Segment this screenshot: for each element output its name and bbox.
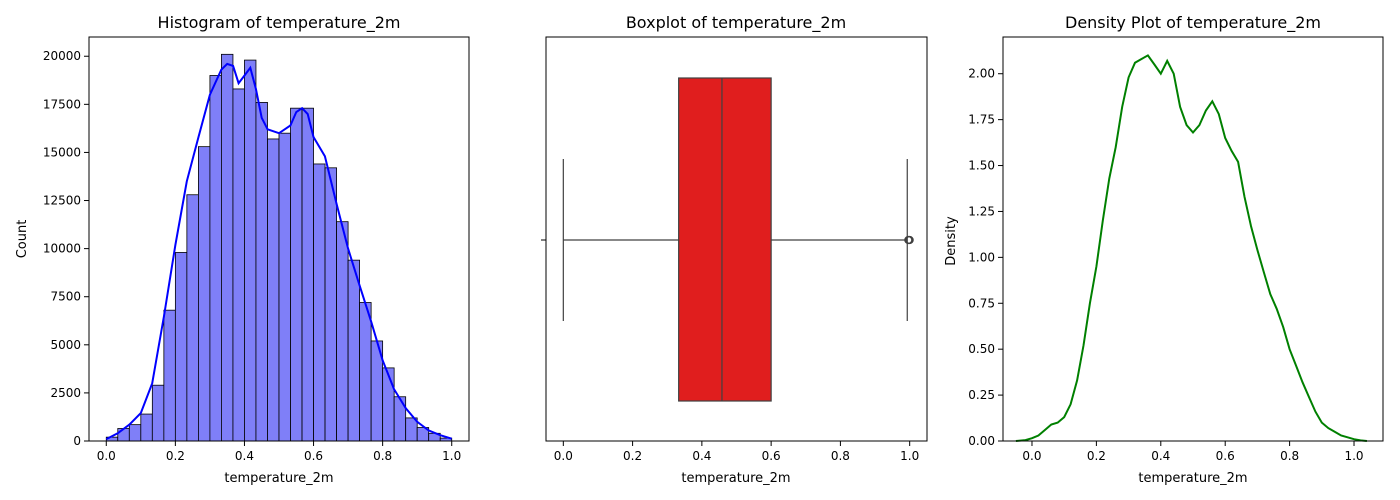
histogram-y-label: Count bbox=[15, 220, 30, 259]
histogram-y-tick-label: 7500 bbox=[50, 290, 81, 304]
histogram-bars bbox=[105, 53, 453, 442]
histogram-bar bbox=[232, 88, 245, 442]
histogram-bar bbox=[347, 259, 360, 442]
density-y-ticks: 0.00 0.25 0.50 0.75 1.00 1.25 1.50 1.75 2.00 bbox=[968, 67, 1003, 448]
boxplot-x-tick-label: 0.8 bbox=[831, 449, 850, 463]
histogram-x-tick-label: 0.6 bbox=[304, 449, 323, 463]
histogram-y-tick-label: 0 bbox=[73, 434, 81, 448]
boxplot-x-ticks: 0.0 0.2 0.4 0.6 0.8 1.0 bbox=[554, 441, 919, 463]
histogram-y-tick-label: 20000 bbox=[43, 49, 81, 63]
histogram-y-tick-label: 10000 bbox=[43, 242, 81, 256]
histogram-bar bbox=[221, 53, 234, 442]
histogram-bar bbox=[117, 428, 130, 442]
histogram-bar bbox=[267, 138, 280, 442]
boxplot-x-label: temperature_2m bbox=[681, 471, 790, 486]
histogram-bar bbox=[128, 424, 142, 442]
histogram-bar bbox=[313, 163, 326, 442]
density-y-tick-label: 2.00 bbox=[968, 67, 995, 81]
histogram-y-ticks: 0 2500 5000 7500 10000 12500 15000 17500 20000 bbox=[43, 49, 89, 448]
boxplot-x-tick-label: 0.2 bbox=[623, 449, 642, 463]
boxplot-elements bbox=[562, 77, 914, 402]
histogram-bar bbox=[198, 146, 211, 442]
boxplot-title: Boxplot of temperature_2m bbox=[626, 13, 846, 33]
histogram-x-tick-label: 0.2 bbox=[166, 449, 185, 463]
histogram-bar bbox=[244, 59, 257, 442]
histogram-bar bbox=[186, 194, 199, 442]
histogram-bar bbox=[255, 102, 268, 442]
boxplot-x-tick-label: 0.6 bbox=[762, 449, 781, 463]
density-y-tick-label: 1.50 bbox=[968, 159, 995, 173]
boxplot-panel: Boxplot of temperature_2m 0.0 0.2 0.4 0.6 0.… bbox=[541, 13, 928, 486]
histogram-bar bbox=[140, 413, 153, 442]
histogram-y-tick-label: 5000 bbox=[50, 338, 81, 352]
density-panel: Density Plot of temperature_2m 0.0 0.2 0.4… bbox=[944, 13, 1384, 486]
histogram-bar bbox=[209, 75, 222, 442]
histogram-y-tick-label: 12500 bbox=[43, 194, 81, 208]
density-axes-frame bbox=[1002, 36, 1384, 442]
density-x-tick-label: 0.6 bbox=[1216, 449, 1235, 463]
boxplot-x-tick-label: 0.0 bbox=[554, 449, 573, 463]
histogram-bar bbox=[336, 221, 349, 442]
histogram-title: Histogram of temperature_2m bbox=[158, 13, 401, 33]
histogram-x-ticks: 0.0 0.2 0.4 0.6 0.8 1.0 bbox=[97, 441, 461, 463]
histogram-bar bbox=[324, 167, 337, 442]
boxplot-outlier bbox=[905, 235, 914, 245]
histogram-y-tick-label: 2500 bbox=[50, 386, 81, 400]
histogram-x-tick-label: 0.0 bbox=[97, 449, 116, 463]
density-x-tick-label: 0.0 bbox=[1022, 449, 1041, 463]
density-x-tick-label: 1.0 bbox=[1344, 449, 1363, 463]
histogram-x-tick-label: 0.8 bbox=[373, 449, 392, 463]
density-line bbox=[1015, 54, 1367, 442]
histogram-y-tick-label: 17500 bbox=[43, 97, 81, 111]
density-y-tick-label: 0.75 bbox=[968, 296, 995, 310]
histogram-y-tick-label: 15000 bbox=[43, 145, 81, 159]
histogram-bar bbox=[163, 309, 176, 442]
boxplot-box bbox=[678, 77, 772, 402]
density-x-tick-label: 0.8 bbox=[1280, 449, 1299, 463]
density-y-tick-label: 0.25 bbox=[968, 388, 995, 402]
histogram-axes-frame bbox=[88, 36, 470, 442]
histogram-bar bbox=[382, 367, 395, 442]
histogram-bar bbox=[174, 252, 188, 442]
histogram-x-label: temperature_2m bbox=[224, 471, 333, 486]
histogram-x-tick-label: 0.4 bbox=[235, 449, 254, 463]
density-x-label: temperature_2m bbox=[1138, 471, 1247, 486]
density-x-tick-label: 0.4 bbox=[1151, 449, 1170, 463]
density-title: Density Plot of temperature_2m bbox=[1065, 13, 1321, 33]
boxplot-axes-frame bbox=[545, 36, 928, 442]
histogram-panel: Histogram of temperature_2m 0.0 0.2 0.4 0.6… bbox=[15, 13, 470, 486]
histogram-bar bbox=[278, 132, 291, 442]
boxplot-x-tick-label: 0.4 bbox=[692, 449, 711, 463]
histogram-x-tick-label: 1.0 bbox=[442, 449, 461, 463]
density-y-tick-label: 0.00 bbox=[968, 434, 995, 448]
boxplot-x-tick-label: 1.0 bbox=[900, 449, 919, 463]
histogram-kde-line bbox=[105, 62, 452, 440]
density-x-tick-label: 0.2 bbox=[1087, 449, 1106, 463]
density-y-tick-label: 1.75 bbox=[968, 113, 995, 127]
histogram-bar bbox=[405, 417, 418, 442]
histogram-bar bbox=[290, 107, 303, 442]
density-y-tick-label: 0.50 bbox=[968, 342, 995, 356]
density-y-tick-label: 1.25 bbox=[968, 204, 995, 218]
histogram-bar bbox=[301, 107, 314, 442]
density-y-label: Density bbox=[944, 216, 959, 266]
density-y-tick-label: 1.00 bbox=[968, 250, 995, 264]
histogram-bar bbox=[151, 384, 165, 442]
density-x-ticks: 0.0 0.2 0.4 0.6 0.8 1.0 bbox=[1022, 441, 1364, 463]
histogram-bar bbox=[359, 302, 372, 442]
